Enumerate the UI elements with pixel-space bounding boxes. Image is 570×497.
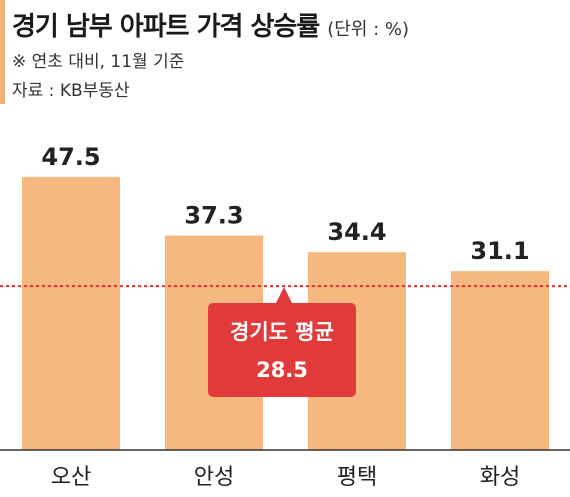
bar-4: [451, 271, 549, 450]
value-label-3: 34.4: [327, 218, 386, 246]
bar-1: [22, 176, 120, 450]
unit-label: (단위 : %): [327, 19, 410, 40]
header-accent-bar: [0, 0, 5, 104]
category-label-3: 평택: [337, 465, 377, 490]
value-label-1: 47.5: [41, 143, 100, 171]
title-line: 경기 남부 아파트 가격 상승률 (단위 : %): [12, 6, 564, 43]
chart-source: 자료 : KB부동산: [12, 81, 130, 101]
average-callout-label: 경기도 평균: [230, 320, 334, 344]
chart-title: 경기 남부 아파트 가격 상승률: [12, 12, 320, 42]
category-label-4: 화성: [480, 465, 520, 490]
value-label-4: 31.1: [470, 237, 529, 265]
chart-note: ※ 연초 대비, 11월 기준: [12, 52, 185, 72]
value-label-2: 37.3: [184, 202, 243, 230]
chart-header: 경기 남부 아파트 가격 상승률 (단위 : %) ※ 연초 대비, 11월 기준…: [12, 6, 564, 101]
category-label-1: 오산: [51, 465, 91, 490]
average-callout-box: [208, 287, 356, 397]
category-label-2: 안성: [194, 465, 234, 490]
average-callout-value: 28.5: [256, 358, 308, 382]
